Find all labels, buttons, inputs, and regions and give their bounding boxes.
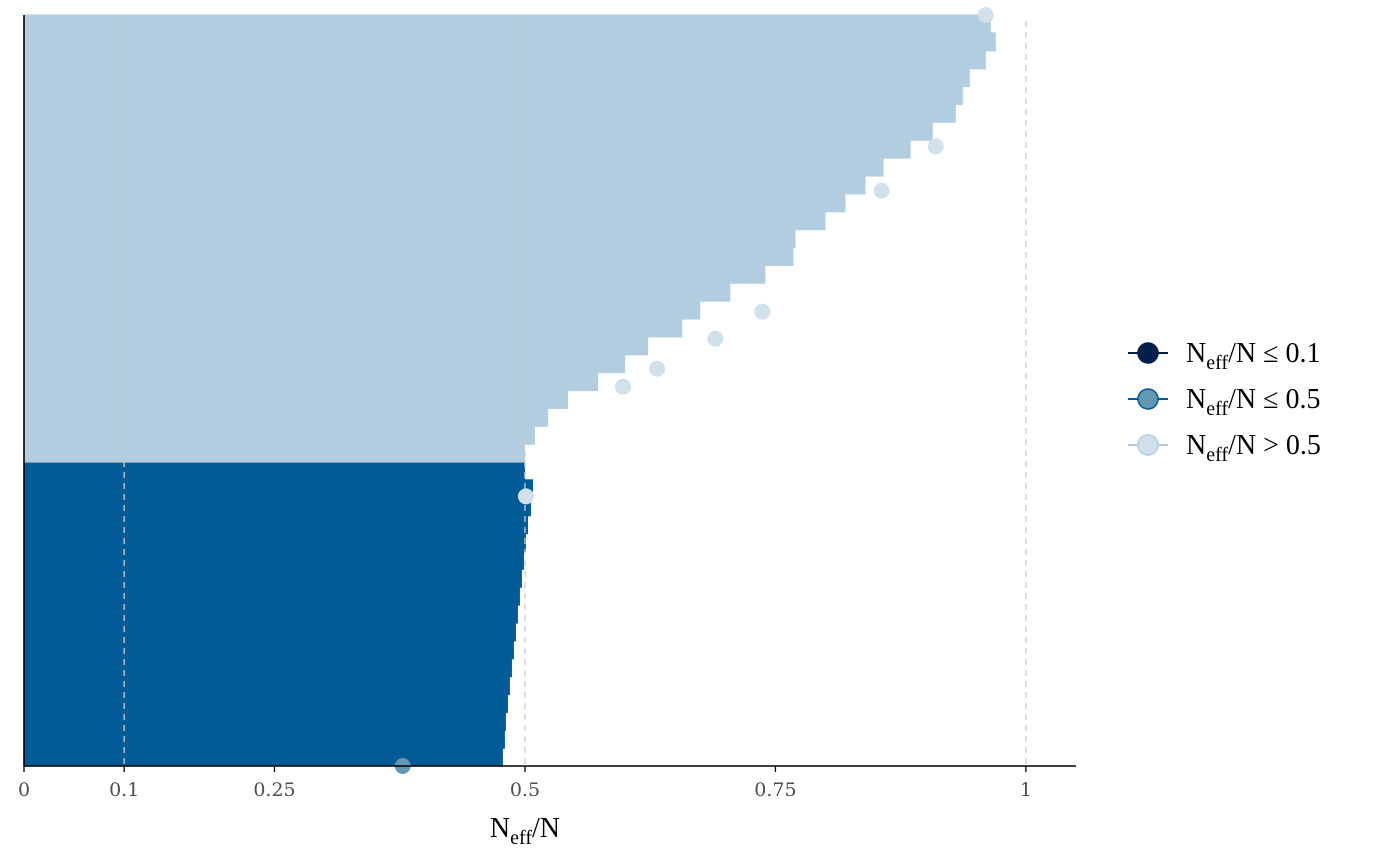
bar-mid (24, 729, 505, 749)
x-tick-label: 0.1 (109, 779, 139, 801)
bar-mid (24, 622, 516, 642)
bars-layer (24, 14, 996, 767)
data-point (615, 378, 632, 395)
data-point (873, 182, 890, 199)
bar-mid (24, 711, 506, 731)
bar-high (24, 264, 766, 284)
x-axis-title: Neff/N (490, 813, 560, 849)
bar-mid (24, 586, 520, 606)
bar-high (24, 336, 649, 356)
bar-mid (24, 532, 526, 553)
bar-high (24, 300, 701, 320)
bar-mid (24, 550, 524, 570)
data-point (649, 360, 666, 377)
legend-label: Neff/N ≤ 0.5 (1186, 384, 1320, 420)
legend-marker (1137, 388, 1159, 410)
legend-item-low: Neff/N ≤ 0.1 (1128, 338, 1320, 374)
bar-mid (24, 461, 525, 481)
bar-high (24, 228, 796, 249)
data-point (977, 7, 994, 23)
x-tick-label: 0.5 (510, 779, 540, 801)
data-point (754, 303, 771, 320)
bar-mid (24, 604, 518, 624)
bar-high (24, 103, 956, 123)
legend-item-high: Neff/N > 0.5 (1128, 430, 1321, 466)
bar-mid (24, 568, 522, 588)
bar-high (24, 175, 866, 195)
legend-marker (1137, 342, 1159, 364)
legend: Neff/N ≤ 0.1 Neff/N ≤ 0.5 Neff/N > 0.5 (1128, 338, 1321, 466)
x-axis-title-text: Neff/N (490, 813, 560, 849)
bar-mid (24, 747, 503, 767)
bar-high (24, 157, 884, 177)
points-layer (394, 7, 994, 774)
x-tick-label: 0.75 (754, 779, 796, 801)
bar-mid (24, 640, 514, 660)
data-point (707, 330, 724, 347)
bar-high (24, 282, 731, 302)
bar-high (24, 211, 826, 231)
axes-layer: 0 0.1 0.25 0.5 0.75 1 (18, 15, 1076, 801)
bar-mid (24, 693, 508, 713)
bar-mid (24, 497, 531, 517)
bar-mid (24, 658, 512, 678)
bar-high (24, 443, 525, 463)
data-point (517, 488, 534, 505)
bar-high (24, 32, 996, 52)
x-tick-label: 0.25 (253, 779, 295, 801)
legend-marker (1137, 434, 1159, 456)
x-tick-label: 0 (18, 779, 30, 801)
bar-high (24, 425, 535, 445)
bar-high (24, 68, 970, 88)
data-point (927, 138, 944, 155)
bar-mid (24, 515, 528, 535)
bar-high (24, 318, 683, 338)
bar-mid (24, 479, 533, 499)
bar-mid (24, 676, 510, 696)
x-tick-label: 1 (1020, 779, 1032, 801)
reference-lines (123, 21, 1027, 766)
bar-high (24, 407, 548, 427)
bar-high (24, 139, 911, 159)
bar-high (24, 389, 569, 409)
bar-high (24, 50, 986, 70)
bar-high (24, 14, 991, 34)
bar-high (24, 121, 933, 141)
bar-high (24, 193, 846, 213)
bar-high (24, 246, 794, 266)
legend-item-mid: Neff/N ≤ 0.5 (1128, 384, 1320, 420)
bar-high (24, 354, 626, 374)
bar-high (24, 85, 963, 105)
legend-label: Neff/N > 0.5 (1186, 430, 1321, 466)
bar-high (24, 372, 599, 392)
legend-label: Neff/N ≤ 0.1 (1186, 338, 1320, 374)
